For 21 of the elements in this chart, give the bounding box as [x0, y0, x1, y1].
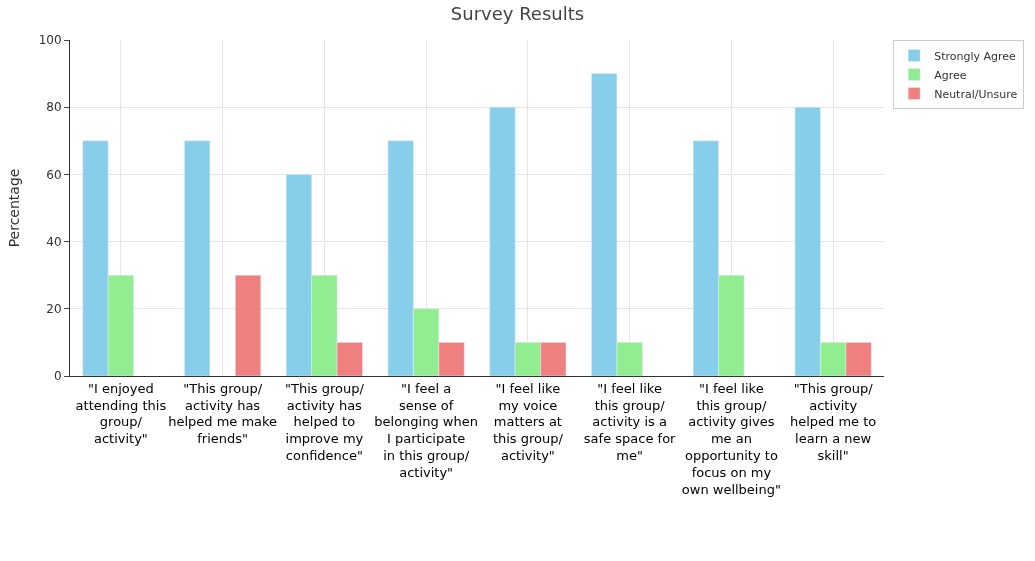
x-tick-label: "I feel a sense of belonging when I participate in this group/ activity" [374, 380, 478, 481]
x-tick-label: "I feel like this group/ activity gives me an opportunity to focus on my own wellbeing" [681, 380, 781, 497]
x-tick-label: "This group/ activity has helped to improve my confidence" [284, 380, 365, 464]
y-tick-label: 20 [46, 302, 62, 316]
y-tick-label: 40 [46, 234, 62, 249]
x-tick-label: "I enjoyed attending this group/ activity" [75, 380, 167, 447]
bar [235, 274, 262, 376]
x-tick-label: "This group/ activity helped me to learn a new skill" [789, 380, 877, 464]
y-axis-title: Percentage [6, 168, 23, 248]
y-tick-label: 0 [53, 369, 62, 384]
legend-label: Neutral/Unsure [934, 87, 1018, 101]
legend-label: Strongly Agree [934, 49, 1017, 63]
chart-title: Survey Results [450, 3, 585, 24]
x-tick-label: "This group/ activity has helped me make friends" [168, 380, 278, 447]
bar [184, 140, 211, 376]
y-tick-label: 100 [38, 33, 62, 48]
x-tick-label: "I feel like this group/ activity is a safe space for me" [583, 380, 677, 464]
x-tick-label: "I feel like my voice matters at this group/ activity" [492, 380, 564, 464]
legend-label: Agree [934, 68, 967, 82]
y-tick-label: 60 [46, 167, 62, 182]
y-tick-label: 80 [46, 100, 62, 115]
